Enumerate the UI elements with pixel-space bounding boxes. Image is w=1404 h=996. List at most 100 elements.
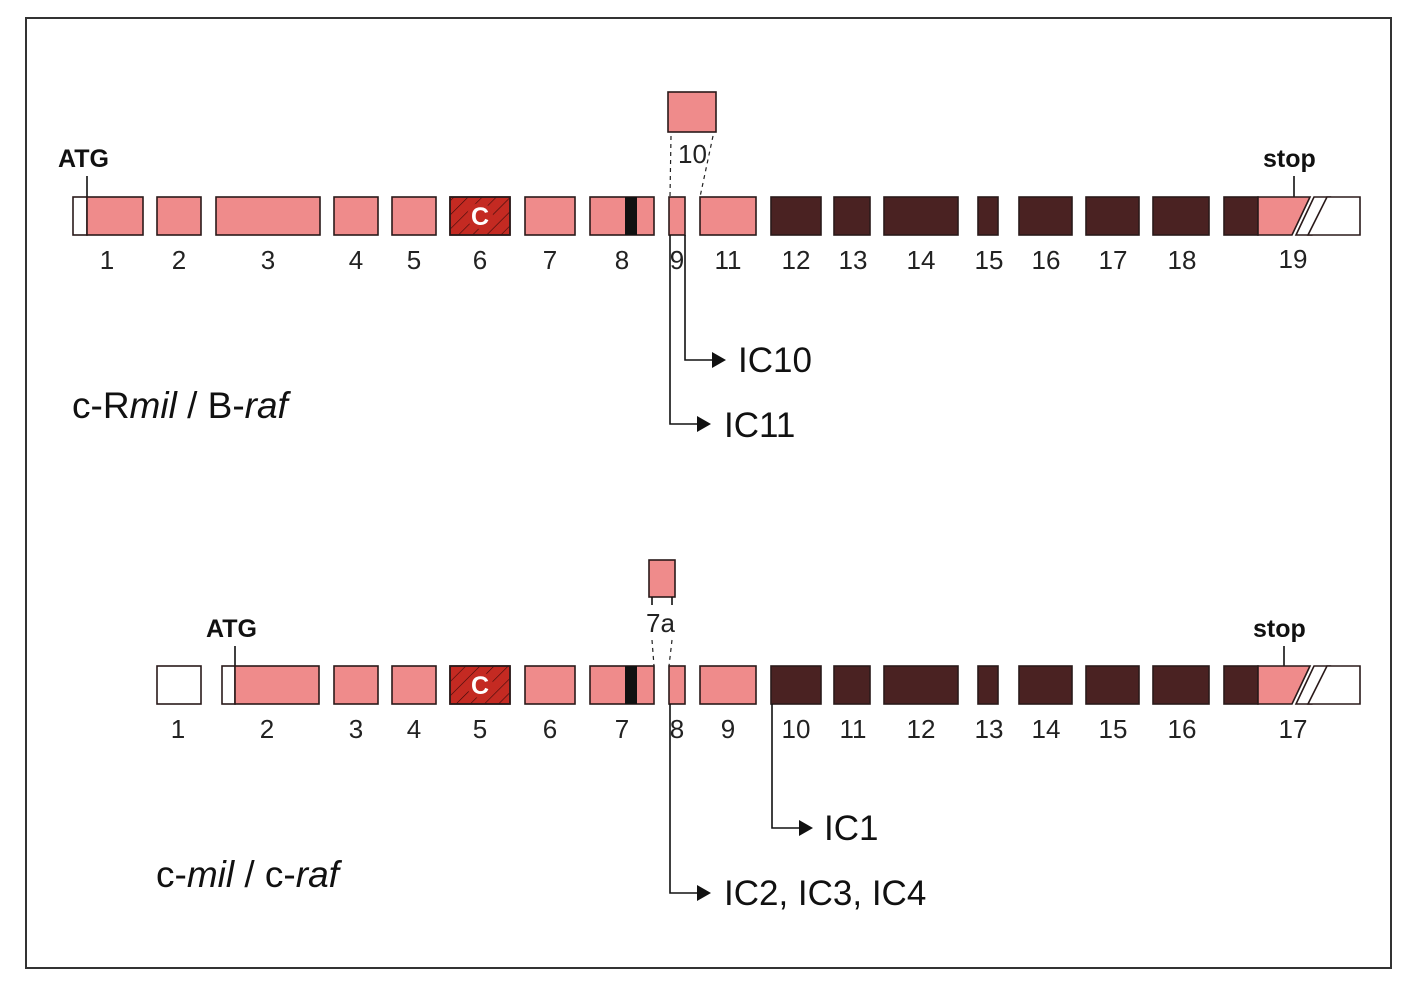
exon-14-bottom: [1018, 665, 1073, 705]
splice-dash-right-top: [699, 135, 714, 198]
arrowhead-icon: [697, 416, 711, 432]
gene-name-italic: raf: [296, 854, 343, 895]
exon-8-top: [589, 196, 655, 236]
exon-4-top: [333, 196, 379, 236]
exon-15-bottom: [1085, 665, 1140, 705]
atg-label-bottom: ATG: [206, 615, 257, 643]
exon-number: 15: [1099, 714, 1128, 744]
exon-7-bottom: [589, 665, 655, 705]
exon-15-top: [977, 196, 999, 236]
exon-number: 1: [100, 245, 114, 275]
exon-1-top: [86, 196, 144, 236]
exon-number: 6: [473, 245, 487, 275]
clone-label-ic1: IC1: [824, 809, 878, 848]
gene-structure-top: ATG stop 10 C: [58, 91, 1361, 445]
exon-number: 19: [1279, 244, 1308, 274]
exon-18-top: [1152, 196, 1210, 236]
exon-16-bottom: [1152, 665, 1210, 705]
exon-14-top: [883, 196, 959, 236]
exon-number: 18: [1168, 245, 1197, 275]
exon-number: 4: [349, 245, 363, 275]
exon-3-bottom: [333, 665, 379, 705]
exon-number: 17: [1279, 714, 1308, 744]
conserved-badge-bottom: [467, 672, 493, 698]
exon-19-coding-dark-top: [1223, 196, 1259, 236]
exon-13-bottom: [977, 665, 999, 705]
gene-name-part: c-R: [72, 385, 130, 426]
gene-structure-bottom: ATG stop 7a C: [156, 559, 1361, 913]
exon-number: 14: [907, 245, 936, 275]
exon-9-top: [668, 196, 686, 236]
gene-name-bottom: c-mil / c-raf: [156, 854, 343, 895]
exon-number: 14: [1032, 714, 1061, 744]
arrowhead-icon: [799, 820, 813, 836]
stop-label-top: stop: [1263, 145, 1316, 173]
exon-2-bottom: [234, 665, 320, 705]
exon-17-coding-dark-bottom: [1223, 665, 1259, 705]
clone-label-ic2-ic3-ic4: IC2, IC3, IC4: [724, 874, 926, 913]
utr-5-bottom: [221, 665, 236, 705]
exon-4-bottom: [391, 665, 437, 705]
exon-number: 11: [715, 245, 742, 275]
exon-number: 13: [975, 714, 1004, 744]
alt-exon-7a: [648, 559, 676, 598]
gene-name-part: c-: [156, 854, 187, 895]
exon-number: 5: [407, 245, 421, 275]
exon-2-top: [156, 196, 202, 236]
exon-number: 9: [670, 245, 684, 275]
exon-number: 3: [261, 245, 275, 275]
splice-dash-left-bottom: [651, 639, 655, 667]
exon-number: 9: [721, 714, 735, 744]
clone-label-ic10: IC10: [738, 341, 812, 380]
exon-numbers-top: 1 2 3 4 5 6 7 8 9 11 12 13 14 15 16 17 1…: [100, 244, 1308, 275]
exon-12-bottom: [883, 665, 959, 705]
exon-number: 13: [839, 245, 868, 275]
exon-6-bottom: [524, 665, 576, 705]
utr-3-top: [1306, 196, 1361, 236]
exon-number: 17: [1099, 245, 1128, 275]
exon-number: 5: [473, 714, 487, 744]
alt-exon-10: [667, 91, 717, 133]
clone-label-ic11: IC11: [724, 406, 795, 445]
exon-1-noncoding-bottom: [156, 665, 202, 705]
exon-19-coding-top: [1257, 196, 1312, 236]
clone-arrow-ic11: [669, 235, 697, 425]
arrowhead-icon: [697, 885, 711, 901]
exon-5-top: [391, 196, 437, 236]
exon-numbers-bottom: 1 2 3 4 5 6 7 8 9 10 11 12 13 14 15 16 1…: [171, 714, 1308, 744]
exon-17-coding-bottom: [1257, 665, 1312, 705]
exon-17-top: [1085, 196, 1140, 236]
exon-number: 16: [1032, 245, 1061, 275]
stop-label-bottom: stop: [1253, 615, 1306, 643]
black-band-bottom: [625, 666, 637, 704]
exon-9-bottom: [699, 665, 757, 705]
utr-3-bottom: [1306, 665, 1361, 705]
exon-number: 16: [1168, 714, 1197, 744]
clone-arrow-ic10: [684, 235, 712, 361]
gene-name-italic: raf: [245, 385, 292, 426]
exon-number: 3: [349, 714, 363, 744]
exon-number: 8: [615, 245, 629, 275]
exon-number: 15: [975, 245, 1004, 275]
exon-10-bottom: [770, 665, 822, 705]
figure-frame: [25, 17, 1392, 969]
exon-number: 7: [543, 245, 557, 275]
exon-number: 8: [670, 714, 684, 744]
atg-label-top: ATG: [58, 145, 109, 173]
splice-dash-left-top: [669, 135, 672, 198]
exon-number: 10: [782, 714, 811, 744]
black-band-top: [625, 197, 637, 235]
exon-3-top: [215, 196, 321, 236]
exon-8-bottom: [668, 665, 686, 705]
conserved-region-c-bottom: C: [471, 672, 489, 700]
exon-11-bottom: [833, 665, 871, 705]
gene-name-italic: mil: [187, 854, 236, 895]
conserved-badge-top: [467, 203, 493, 229]
alt-exon-label-bottom: 7a: [646, 608, 675, 638]
utr-5-top: [72, 196, 88, 236]
conserved-region-c-top: C: [471, 203, 489, 231]
clone-arrow-ic2-ic3-ic4: [669, 704, 697, 894]
alt-exon-label-top: 10: [678, 139, 707, 169]
exon-11-top: [699, 196, 757, 236]
exon-number: 7: [615, 714, 629, 744]
